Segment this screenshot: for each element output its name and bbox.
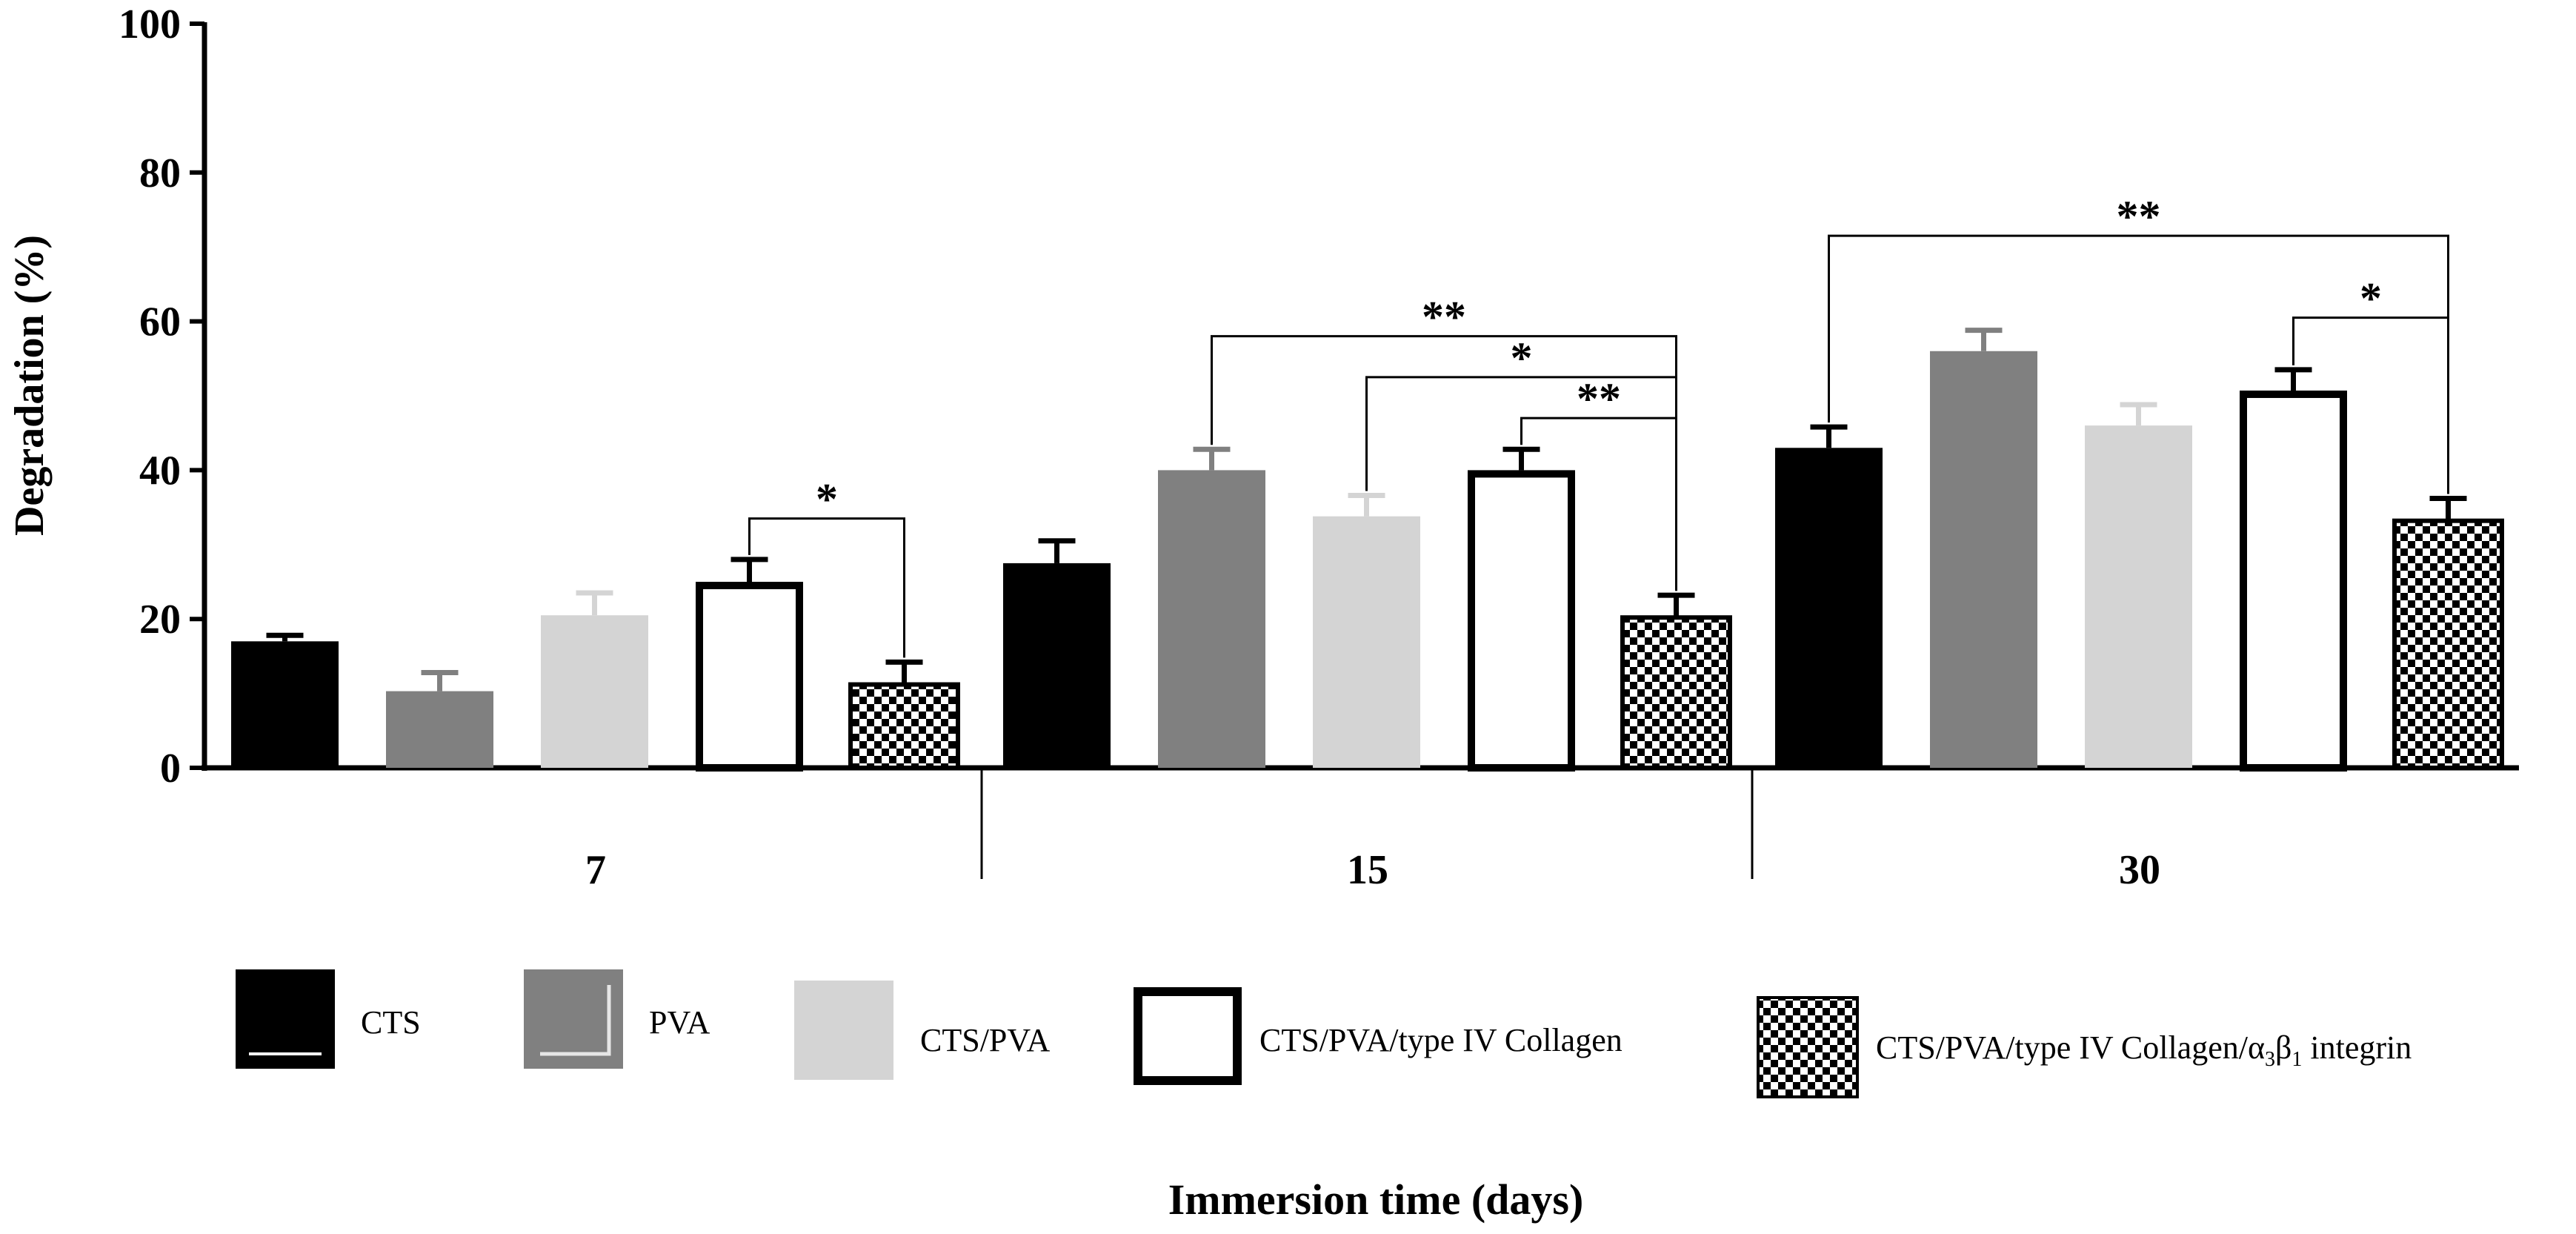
y-axis: 0 20 40 60 80 100 [119,1,207,792]
y-tick-label: 100 [119,1,181,47]
legend-label: CTS [361,1004,421,1041]
y-axis-title: Degradation (%) [7,235,53,536]
legend-item-cts: CTS [236,969,421,1069]
bar-pva [1930,351,2037,768]
x-category-label: 30 [2119,847,2160,893]
x-category-label: 15 [1347,847,1388,893]
legend-swatch-cts [236,969,335,1069]
significance-label: * [1511,334,1533,382]
legend-item-integrin: CTS/PVA/type IV Collagen/α3β1 integrin [1757,996,2412,1098]
y-tick-label: 40 [139,448,181,494]
significance-label: ** [1577,374,1621,423]
x-category-label: 7 [585,847,606,893]
legend-label: PVA [649,1004,710,1041]
legend-swatch-integrin [1757,996,1859,1098]
legend-swatch-collagen [1134,987,1242,1085]
legend-label: CTS/PVA/type IV Collagen [1259,1022,1623,1058]
bar-cts [1003,563,1111,768]
y-tick-label: 80 [139,150,181,196]
significance-brackets: ********* [748,192,2449,658]
significance-bracket [1520,417,1677,591]
bar-cts-pva [541,615,648,768]
bar-cts-pva-type-iv-collagen-3-1-integrin [2392,518,2504,770]
bar-pva [1158,470,1265,768]
significance-label: * [2360,274,2382,323]
bar-cts-pva-type-iv-collagen [1468,470,1575,772]
significance-label: ** [1422,293,1466,342]
bar-cts-pva [1313,516,1420,768]
y-tick-label: 20 [139,597,181,643]
significance-bracket [2292,316,2449,494]
significance-label: ** [2117,192,2161,241]
bar-cts-pva-type-iv-collagen [2240,390,2347,772]
bar-cts-pva-type-iv-collagen [696,582,803,772]
legend-label: CTS/PVA [920,1022,1050,1058]
bar-cts-pva [2085,425,2192,768]
bar-cts-pva-type-iv-collagen-3-1-integrin [848,682,960,770]
legend: CTS PVA CTS/PVA CTS/PVA/type IV Collagen… [236,969,2412,1098]
legend-swatch-cts-pva [794,981,893,1080]
legend-label: CTS/PVA/type IV Collagen/α3β1 integrin [1876,1029,2412,1071]
legend-item-collagen: CTS/PVA/type IV Collagen [1134,987,1623,1085]
bar-cts [1775,448,1883,768]
x-axis-title: Immersion time (days) [1168,1175,1584,1224]
significance-bracket [748,517,905,658]
y-tick-label: 0 [160,746,181,792]
significance-label: * [816,475,838,524]
bar-pva [386,691,493,768]
bars [231,328,2504,772]
bar-cts-pva-type-iv-collagen-3-1-integrin [1620,615,1732,771]
legend-item-cts-pva: CTS/PVA [794,981,1050,1080]
legend-item-pva: PVA [524,969,710,1069]
bar-cts [231,641,339,768]
y-tick-label: 60 [139,299,181,345]
